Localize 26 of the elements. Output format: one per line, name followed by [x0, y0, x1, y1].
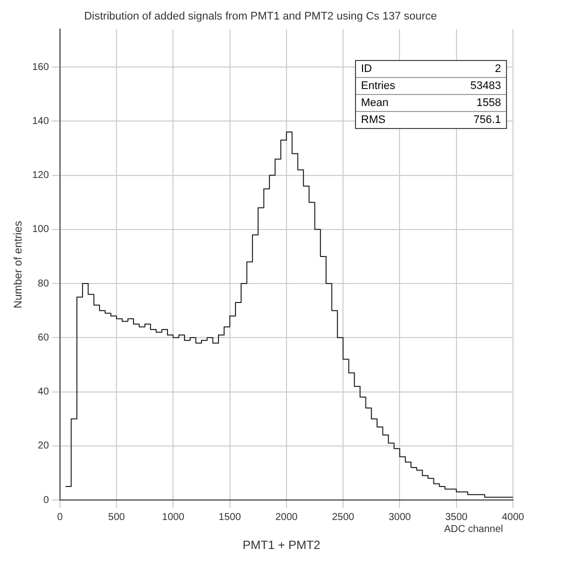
x-tick-label: 500	[108, 512, 126, 523]
y-tick-label: 60	[38, 332, 50, 344]
text: RMS 756.1	[361, 114, 501, 126]
y-tick-label: 80	[38, 278, 50, 290]
x-tick-label: 2000	[275, 512, 298, 523]
x-axis-title: PMT1 + PMT2	[242, 538, 322, 552]
x-tick-label: 2500	[332, 512, 355, 523]
y-tick-label: 140	[32, 116, 50, 127]
x-tick-label: 3000	[388, 512, 412, 523]
y-tick-label: 120	[32, 170, 50, 182]
x-tick-label: 1500	[218, 512, 242, 523]
text: Entries 53483	[361, 80, 501, 92]
text: ADC channel	[444, 524, 503, 535]
chart-title: Distribution of added signals from PMT1 and PMT2 using Cs 137 source	[84, 10, 437, 23]
x-tick-label: 3500	[445, 512, 468, 523]
y-tick-label: 0	[43, 494, 50, 506]
y-tick-label: 40	[38, 386, 50, 398]
y-tick-label: 100	[32, 224, 50, 236]
y-tick-label: 160	[32, 62, 50, 73]
text: Mean 1558	[361, 97, 501, 109]
x-tick-label: 0	[57, 512, 64, 523]
x-tick-label: 1000	[162, 512, 185, 523]
y-axis-title: Number of entries	[12, 220, 25, 308]
x-tick-label: 4000	[502, 512, 525, 523]
text: ID 2	[361, 63, 501, 75]
y-tick-label: 20	[38, 440, 50, 452]
